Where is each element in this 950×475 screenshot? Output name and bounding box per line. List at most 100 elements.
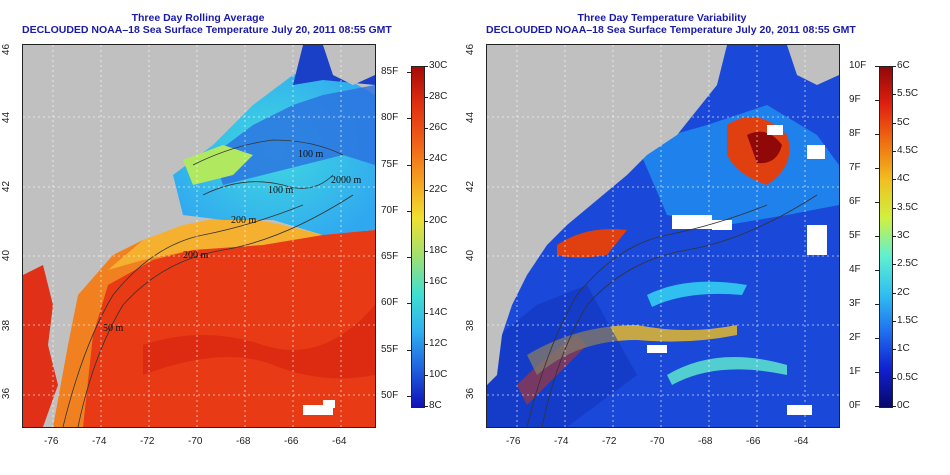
colorbar-tick	[407, 164, 411, 166]
cold-pool	[213, 85, 375, 185]
colorbar-c-label: 2.5C	[897, 258, 919, 270]
colorbar-c-label: 24C	[429, 152, 448, 164]
colorbar-tick	[892, 264, 896, 266]
colorbar-tick	[892, 406, 896, 407]
colorbar-tick	[892, 321, 896, 322]
colorbar-tick	[892, 151, 896, 152]
colorbar-f-label: 10F	[849, 60, 867, 71]
colorbar-f-label: 75F	[381, 158, 399, 170]
right-colorbar	[879, 66, 893, 408]
colorbar-tick	[875, 66, 879, 67]
cloud-gap	[767, 125, 783, 135]
contour-label-4: 100 m	[268, 185, 294, 196]
lat-tick: 40	[1, 249, 13, 262]
colorbar-f-label: 60F	[381, 297, 399, 309]
colorbar-c-label: 0.5C	[897, 371, 919, 383]
cloud-gap	[712, 220, 732, 230]
colorbar-tick	[407, 303, 411, 305]
slope-water	[108, 215, 323, 270]
contour-line	[77, 194, 354, 427]
contour-line	[526, 204, 768, 427]
colorbar-tick	[875, 100, 879, 101]
land-mass	[487, 45, 727, 385]
colorbar-tick	[875, 406, 879, 407]
colorbar-c-label: 3C	[897, 230, 910, 241]
band-cyan	[667, 357, 787, 385]
colorbar-tick	[875, 304, 879, 305]
colorbar-c-label: 6C	[897, 60, 910, 71]
colorbar-tick	[892, 207, 896, 209]
colorbar-tick	[424, 251, 428, 253]
contour-line	[202, 174, 334, 196]
colorbar-c-label: 10C	[429, 369, 448, 381]
colorbar-tick	[407, 349, 411, 351]
contour-label-3: 2000 m	[331, 175, 362, 186]
colorbar-tick	[892, 122, 896, 124]
colorbar-tick	[892, 349, 896, 351]
colorbar-tick	[875, 202, 879, 203]
lat-tick: 42	[465, 180, 477, 193]
colorbar-tick	[875, 134, 879, 135]
lon-tick: -74	[554, 436, 569, 447]
colorbar-tick	[424, 313, 428, 315]
colorbar-c-label: 1.5C	[897, 315, 919, 326]
cloud-gap	[672, 215, 712, 229]
colorbar-c-label: 20C	[429, 214, 448, 226]
colorbar-f-label: 1F	[849, 366, 861, 377]
contour-line	[192, 139, 344, 166]
colorbar-tick	[424, 127, 428, 129]
colorbar-tick	[407, 72, 411, 73]
colorbar-c-label: 2C	[897, 286, 910, 298]
lon-tick: -74	[92, 436, 107, 447]
lat-tick: 42	[1, 180, 13, 193]
lon-tick: -72	[140, 436, 155, 447]
colorbar-c-label: 5C	[897, 116, 910, 128]
colorbar-tick	[424, 189, 428, 191]
colorbar-tick	[424, 96, 428, 98]
colorbar-c-label: 5.5C	[897, 88, 919, 100]
left-sst-map: 100 m 200 m 2000 m 100 m 50 m 200 m	[22, 44, 376, 428]
lon-tick: -70	[650, 436, 665, 447]
nova-scotia-land	[323, 45, 375, 85]
colorbar-f-label: 0F	[849, 400, 861, 411]
contour-label-5: 50 m	[103, 323, 124, 334]
colorbar-c-label: 0C	[897, 400, 910, 411]
colorbar-c-label: 4.5C	[897, 145, 919, 156]
lat-tick: 46	[1, 43, 13, 56]
colorbar-c-label: 16C	[429, 276, 448, 288]
colorbar-tick	[892, 377, 896, 379]
colorbar-f-label: 55F	[381, 343, 399, 355]
colorbar-tick	[424, 66, 428, 67]
contour-label-6: 200 m	[231, 215, 257, 226]
colorbar-c-label: 12C	[429, 338, 448, 350]
georges-bank	[183, 145, 253, 185]
band-orange	[557, 229, 627, 258]
colorbar-tick	[875, 372, 879, 373]
left-map-svg: 100 m 200 m 2000 m 100 m 50 m 200 m	[23, 45, 375, 427]
contour-label-2: 200 m	[183, 250, 209, 261]
colorbar-tick	[892, 94, 896, 96]
lat-tick: 44	[1, 111, 13, 124]
colorbar-tick	[892, 179, 896, 181]
left-title-line1: Three Day Rolling Average	[131, 12, 265, 24]
warm-ocean	[63, 230, 375, 427]
nova-scotia-land	[787, 45, 839, 85]
lat-tick: 38	[465, 319, 477, 332]
colorbar-c-label: 4C	[897, 173, 910, 185]
cloud-gap	[807, 145, 825, 159]
lon-tick: -64	[332, 436, 347, 447]
colorbar-c-label: 3.5C	[897, 201, 919, 213]
colorbar-c-label: 28C	[429, 90, 448, 102]
colorbar-f-label: 3F	[849, 298, 861, 309]
lat-tick: 36	[1, 387, 13, 400]
colorbar-f-label: 50F	[381, 390, 399, 401]
colorbar-tick	[407, 210, 411, 212]
lon-tick: -72	[602, 436, 617, 447]
band-cyan	[647, 281, 747, 307]
lon-tick: -68	[236, 436, 251, 447]
colorbar-tick	[424, 282, 428, 284]
colorbar-tick	[875, 168, 879, 169]
colorbar-tick	[875, 270, 879, 271]
colorbar-tick	[424, 344, 428, 346]
land-mass	[23, 45, 263, 385]
